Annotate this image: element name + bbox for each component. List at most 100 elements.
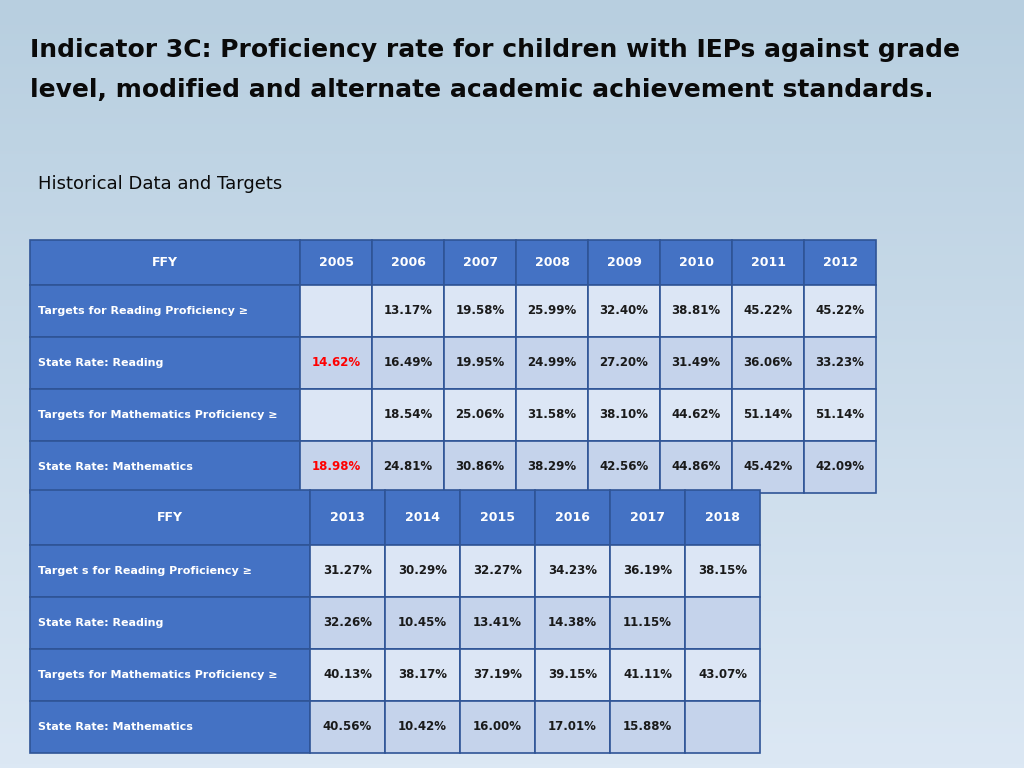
Bar	[385, 545, 460, 597]
Text: 39.15%: 39.15%	[548, 668, 597, 681]
Text: 19.95%: 19.95%	[456, 356, 505, 369]
Text: 33.23%: 33.23%	[815, 356, 864, 369]
Bar	[310, 490, 385, 545]
Bar	[610, 597, 685, 649]
Text: 38.10%: 38.10%	[599, 409, 648, 422]
Bar	[660, 240, 732, 285]
Text: 51.14%: 51.14%	[743, 409, 793, 422]
Bar	[535, 545, 610, 597]
Bar	[444, 441, 516, 493]
Text: 2012: 2012	[822, 256, 857, 269]
Bar	[610, 545, 685, 597]
Text: 32.27%: 32.27%	[473, 564, 522, 578]
Bar	[30, 441, 300, 493]
Text: 2014: 2014	[406, 511, 440, 524]
Text: 37.19%: 37.19%	[473, 668, 522, 681]
Text: 2011: 2011	[751, 256, 785, 269]
Text: State Rate: Mathematics: State Rate: Mathematics	[38, 722, 193, 732]
Bar	[660, 285, 732, 337]
Text: Targets for Mathematics Proficiency ≥: Targets for Mathematics Proficiency ≥	[38, 670, 278, 680]
Text: 51.14%: 51.14%	[815, 409, 864, 422]
Bar	[610, 490, 685, 545]
Text: 25.99%: 25.99%	[527, 304, 577, 317]
Bar	[444, 285, 516, 337]
Bar	[30, 337, 300, 389]
Text: 40.13%: 40.13%	[323, 668, 372, 681]
Text: 41.11%: 41.11%	[623, 668, 672, 681]
Bar	[30, 240, 300, 285]
Bar	[385, 597, 460, 649]
Text: 2008: 2008	[535, 256, 569, 269]
Bar	[685, 490, 760, 545]
Text: 24.81%: 24.81%	[383, 461, 432, 474]
Bar	[460, 701, 535, 753]
Bar	[804, 441, 876, 493]
Text: 43.07%: 43.07%	[698, 668, 746, 681]
Bar	[588, 389, 660, 441]
Text: 44.86%: 44.86%	[672, 461, 721, 474]
Text: 38.29%: 38.29%	[527, 461, 577, 474]
Text: 15.88%: 15.88%	[623, 720, 672, 733]
Text: 40.56%: 40.56%	[323, 720, 372, 733]
Text: 36.06%: 36.06%	[743, 356, 793, 369]
Bar	[516, 285, 588, 337]
Bar	[310, 649, 385, 701]
Text: 34.23%: 34.23%	[548, 564, 597, 578]
Text: 2006: 2006	[390, 256, 425, 269]
Text: 42.09%: 42.09%	[815, 461, 864, 474]
Bar	[385, 649, 460, 701]
Bar	[310, 597, 385, 649]
Text: 30.29%: 30.29%	[398, 564, 447, 578]
Bar	[30, 597, 310, 649]
Text: 10.42%: 10.42%	[398, 720, 447, 733]
Text: 10.45%: 10.45%	[398, 617, 447, 630]
Bar	[300, 240, 372, 285]
Bar	[460, 649, 535, 701]
Bar	[660, 441, 732, 493]
Bar	[516, 389, 588, 441]
Bar	[372, 389, 444, 441]
Text: 27.20%: 27.20%	[600, 356, 648, 369]
Bar	[444, 337, 516, 389]
Text: 11.15%: 11.15%	[623, 617, 672, 630]
Text: 45.22%: 45.22%	[743, 304, 793, 317]
Text: 16.00%: 16.00%	[473, 720, 522, 733]
Text: 32.40%: 32.40%	[599, 304, 648, 317]
Bar	[588, 285, 660, 337]
Bar	[372, 441, 444, 493]
Bar	[460, 597, 535, 649]
Bar	[385, 490, 460, 545]
Bar	[300, 285, 372, 337]
Text: Indicator 3C: Proficiency rate for children with IEPs against grade: Indicator 3C: Proficiency rate for child…	[30, 38, 961, 62]
Bar	[588, 240, 660, 285]
Bar	[732, 389, 804, 441]
Bar	[300, 441, 372, 493]
Text: 13.41%: 13.41%	[473, 617, 522, 630]
Text: Historical Data and Targets: Historical Data and Targets	[38, 175, 283, 193]
Bar	[610, 649, 685, 701]
Bar	[460, 545, 535, 597]
Text: 31.49%: 31.49%	[672, 356, 721, 369]
Bar	[732, 337, 804, 389]
Text: 18.98%: 18.98%	[311, 461, 360, 474]
Bar	[685, 597, 760, 649]
Text: 13.17%: 13.17%	[384, 304, 432, 317]
Bar	[516, 337, 588, 389]
Bar	[685, 545, 760, 597]
Text: 18.54%: 18.54%	[383, 409, 432, 422]
Bar	[372, 240, 444, 285]
Bar	[310, 701, 385, 753]
Text: 24.99%: 24.99%	[527, 356, 577, 369]
Text: Target s for Reading Proficiency ≥: Target s for Reading Proficiency ≥	[38, 566, 252, 576]
Bar	[385, 701, 460, 753]
Text: 45.22%: 45.22%	[815, 304, 864, 317]
Text: FFY: FFY	[157, 511, 183, 524]
Bar	[804, 285, 876, 337]
Text: 2016: 2016	[555, 511, 590, 524]
Text: 31.58%: 31.58%	[527, 409, 577, 422]
Text: 17.01%: 17.01%	[548, 720, 597, 733]
Bar	[30, 490, 310, 545]
Text: 44.62%: 44.62%	[672, 409, 721, 422]
Bar	[30, 649, 310, 701]
Bar	[516, 240, 588, 285]
